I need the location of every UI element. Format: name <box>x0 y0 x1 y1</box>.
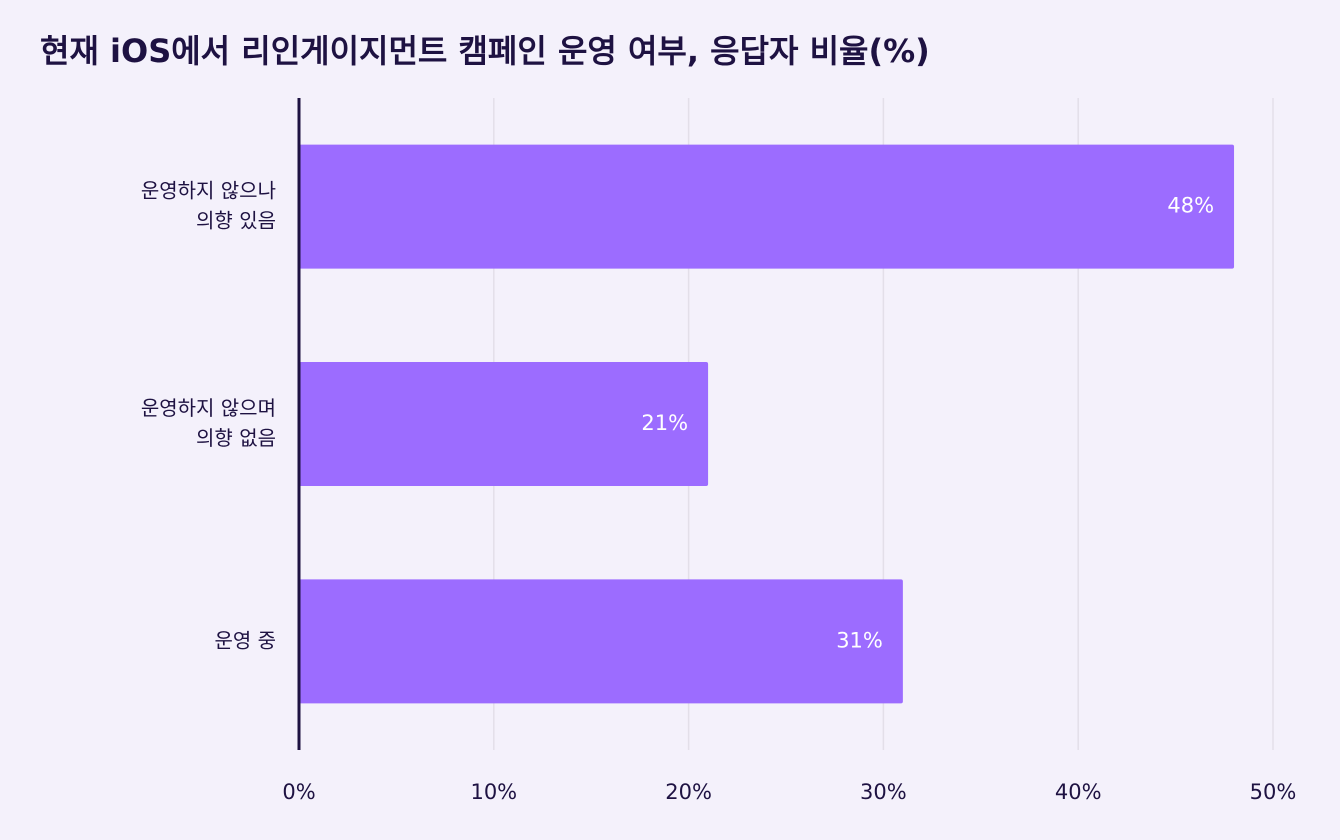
bar <box>299 579 903 704</box>
bar <box>299 362 709 486</box>
category-label: 운영 중 <box>214 628 276 652</box>
data-label: 31% <box>836 628 883 652</box>
x-tick-label: 30% <box>860 780 907 804</box>
category-label-line: 운영하지 않으며 <box>141 396 276 420</box>
data-label: 21% <box>641 411 688 435</box>
x-tick-label: 20% <box>665 780 712 804</box>
bars <box>299 144 1235 704</box>
x-tick-labels: 0% 10% 20% 30% 40% 50% <box>282 780 1296 804</box>
data-labels: 48% 21% 31% <box>641 194 1214 653</box>
x-tick-label: 0% <box>282 780 315 804</box>
chart-title: 현재 iOS에서 리인게이지먼트 캠페인 운영 여부, 응답자 비율(%) <box>40 32 930 70</box>
bar <box>299 144 1235 269</box>
category-label-line: 의향 없음 <box>196 426 276 450</box>
x-tick-label: 10% <box>470 780 517 804</box>
category-label-line: 운영하지 않으나 <box>141 178 276 202</box>
x-tick-label: 50% <box>1250 780 1297 804</box>
category-label-line: 운영 중 <box>214 628 276 652</box>
x-tick-label: 40% <box>1055 780 1102 804</box>
data-label: 48% <box>1167 194 1214 218</box>
category-label-line: 의향 있음 <box>196 208 276 232</box>
